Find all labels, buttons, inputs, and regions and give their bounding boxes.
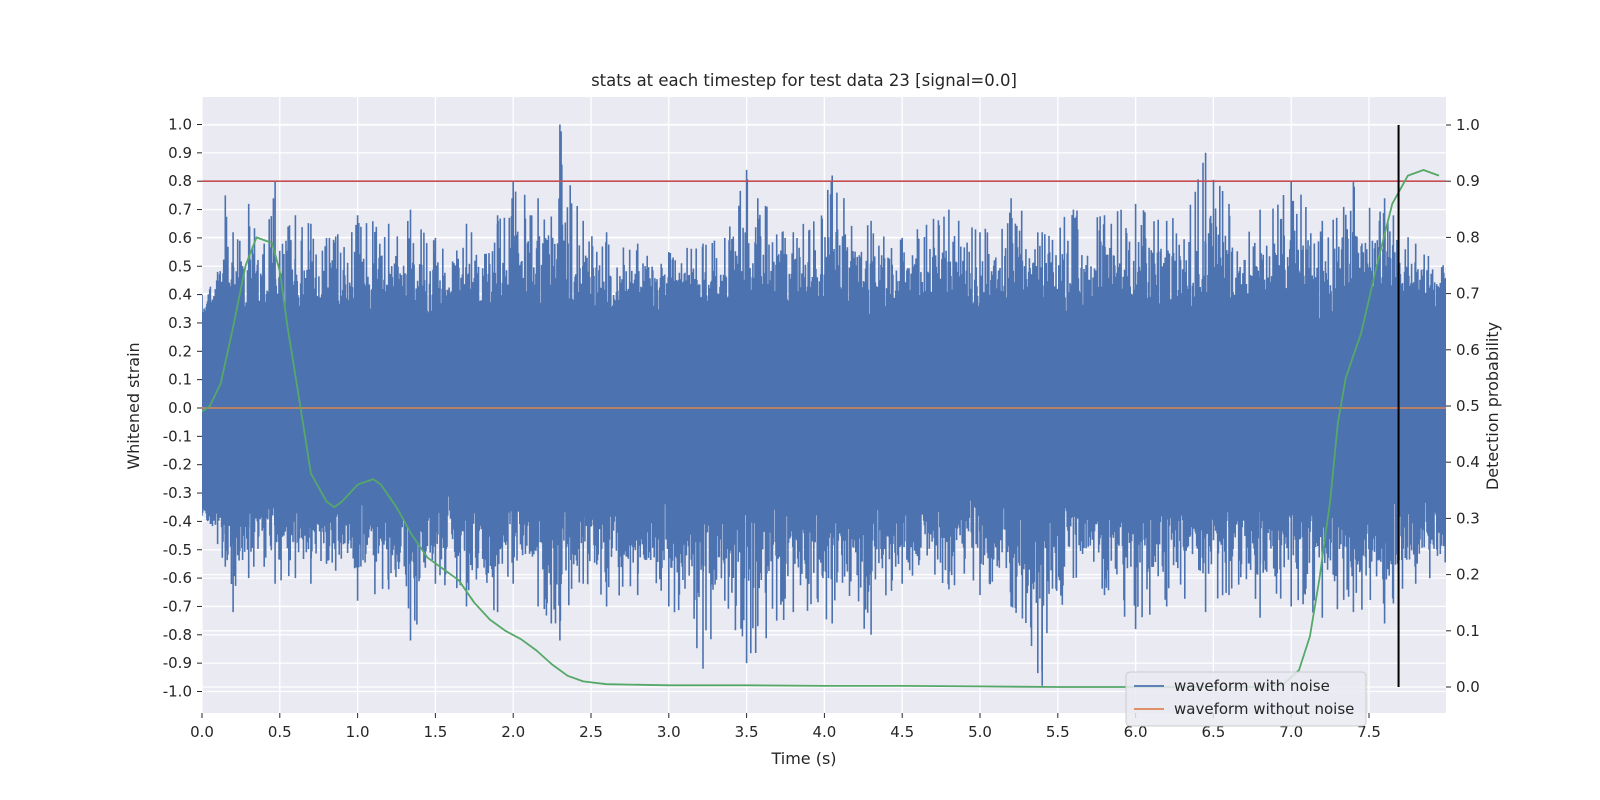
y-tick-label: 0.6 [168,229,192,247]
legend-box [1125,671,1367,727]
x-tick-label: 7.5 [1357,723,1381,741]
x-axis-title: Time (s) [770,749,836,768]
y-tick-label: 1.0 [168,116,192,134]
y2-tick-label: 0.6 [1456,341,1480,359]
x-tick-label: 3.0 [657,723,681,741]
y-tick-label: -0.9 [163,654,192,672]
x-tick-label: 2.5 [579,723,603,741]
y-axis-title: Whitened strain [124,342,143,469]
y2-tick-label: 0.2 [1456,566,1480,584]
y2-tick-label: 0.3 [1456,509,1480,527]
x-tick-label: 7.0 [1279,723,1303,741]
y2-tick-label: 0.4 [1456,453,1480,471]
series-detection-probability [202,169,1440,688]
y-tick-label: -0.2 [163,456,192,474]
x-tick-label: 4.0 [812,723,836,741]
y-tick-label: 0.4 [168,286,192,304]
y-tick-label: 0.5 [168,257,192,275]
axes: 0.0 0.5 1.0 1.5 2.0 2.5 3.0 3.5 4.0 4.5 5.0 5.5 6.0 6… [163,116,1480,742]
x-tick-label: 6.5 [1201,723,1225,741]
y-tick-label: -0.6 [163,569,192,587]
y2-tick-label: 0.1 [1456,622,1480,640]
x-tick-label: 4.5 [890,723,914,741]
x-tick-label: 1.0 [346,723,370,741]
y-tick-label: 0.0 [168,399,192,417]
x-tick-label: 5.5 [1046,723,1070,741]
y-tick-label: -1.0 [163,683,192,701]
y-tick-label: 0.7 [168,201,192,219]
y-tick-label: -0.5 [163,541,192,559]
y-tick-label: 0.1 [168,371,192,389]
legend: waveform with noise waveform without nois… [1125,671,1367,727]
y2-tick-label: 0.8 [1456,228,1480,246]
y-tick-label: -0.8 [163,626,192,644]
x-tick-label: 3.5 [735,723,759,741]
y-tick-label: 0.9 [168,144,192,162]
y2-tick-label: 0.0 [1456,678,1480,696]
x-tick-label: 6.0 [1124,723,1148,741]
data-layer [202,124,1446,688]
x-tick-label: 5.0 [968,723,992,741]
chart-title: stats at each timestep for test data 23 … [591,71,1017,90]
y-tick-label: -0.7 [163,597,192,615]
x-tick-label: 2.0 [501,723,525,741]
legend-label: waveform without noise [1174,700,1354,718]
x-tick-label: 0.5 [268,723,292,741]
y2-tick-label: 0.7 [1456,285,1480,303]
y-tick-label: 0.3 [168,314,192,332]
y-tick-label: -0.1 [163,427,192,445]
x-tick-label: 0.0 [190,723,214,741]
y-tick-label: 0.2 [168,342,192,360]
y-tick-label: 0.8 [168,172,192,190]
y2-tick-label: 0.9 [1456,172,1480,190]
legend-label: waveform with noise [1174,677,1330,695]
y2-axis-title: Detection probability [1483,322,1502,490]
y2-tick-label: 0.5 [1456,397,1480,415]
y-tick-label: -0.3 [163,484,192,502]
y2-tick-label: 1.0 [1456,116,1480,134]
y-tick-label: -0.4 [163,512,192,530]
x-tick-label: 1.5 [423,723,447,741]
